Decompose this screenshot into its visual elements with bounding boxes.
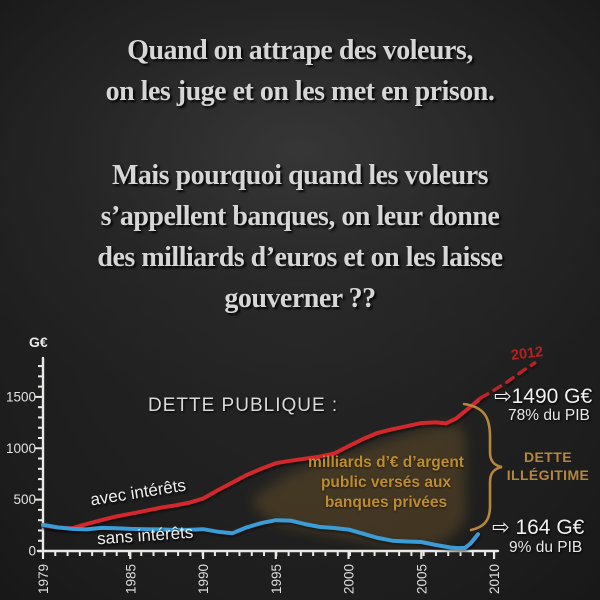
headline-line: Mais pourquoi quand les voleurs xyxy=(111,160,489,191)
headline-paragraph-1: Quand on attrape des voleurs, on les jug… xyxy=(0,30,600,112)
bank-money-caption: milliards d’€ d’argent public versés aux… xyxy=(308,454,464,511)
x-tick-label: 2005 xyxy=(414,564,429,594)
red-end-share: 78% du PIB xyxy=(508,407,590,424)
headline-line: on les juge et on les met en prison. xyxy=(105,76,495,107)
blue-end-value: 164 G€ xyxy=(509,516,585,539)
blue-end-share: 9% du PIB xyxy=(509,539,583,556)
illegitimate-brace xyxy=(462,402,503,532)
x-tick-label: 2010 xyxy=(487,564,502,594)
sans-interets-line xyxy=(41,518,480,551)
headline-paragraph-2: Mais pourquoi quand les voleurs s’appell… xyxy=(0,155,600,319)
blue-end-annotation: ⇨ 164 G€ xyxy=(492,515,584,540)
y-tick-label: 500 xyxy=(13,492,36,507)
headline-line: s’appellent banques, on leur donne xyxy=(100,201,500,232)
illegitimate-debt-label: DETTE ILLÉGITIME xyxy=(506,449,590,483)
x-tick-label: 1979 xyxy=(36,564,51,594)
avec-interets-line xyxy=(41,395,483,531)
bank-money-blob xyxy=(252,424,466,547)
y-tick-label: 0 xyxy=(28,544,36,559)
y-axis-unit-label: G€ xyxy=(29,334,48,350)
arrow-right-icon: ⇨ xyxy=(494,384,512,408)
x-tick-label: 1990 xyxy=(196,564,211,594)
headline-line: gouverner ?? xyxy=(224,283,376,314)
projection-dashed-line xyxy=(479,361,537,400)
chart-title: DETTE PUBLIQUE : xyxy=(148,395,339,416)
arrow-right-icon: ⇨ xyxy=(492,515,510,539)
headline-line: Quand on attrape des voleurs, xyxy=(127,35,473,66)
y-tick-label: 1500 xyxy=(6,389,36,404)
red-end-value: 1490 G€ xyxy=(511,385,593,408)
y-tick-label: 1000 xyxy=(6,441,36,456)
red-end-annotation: ⇨1490 G€ xyxy=(494,384,592,409)
x-tick-label: 1985 xyxy=(123,564,138,594)
x-tick-label: 1995 xyxy=(269,564,284,594)
x-tick-label: 2000 xyxy=(342,564,357,594)
headline-line: des milliards d’euros et on les laisse xyxy=(97,242,503,273)
